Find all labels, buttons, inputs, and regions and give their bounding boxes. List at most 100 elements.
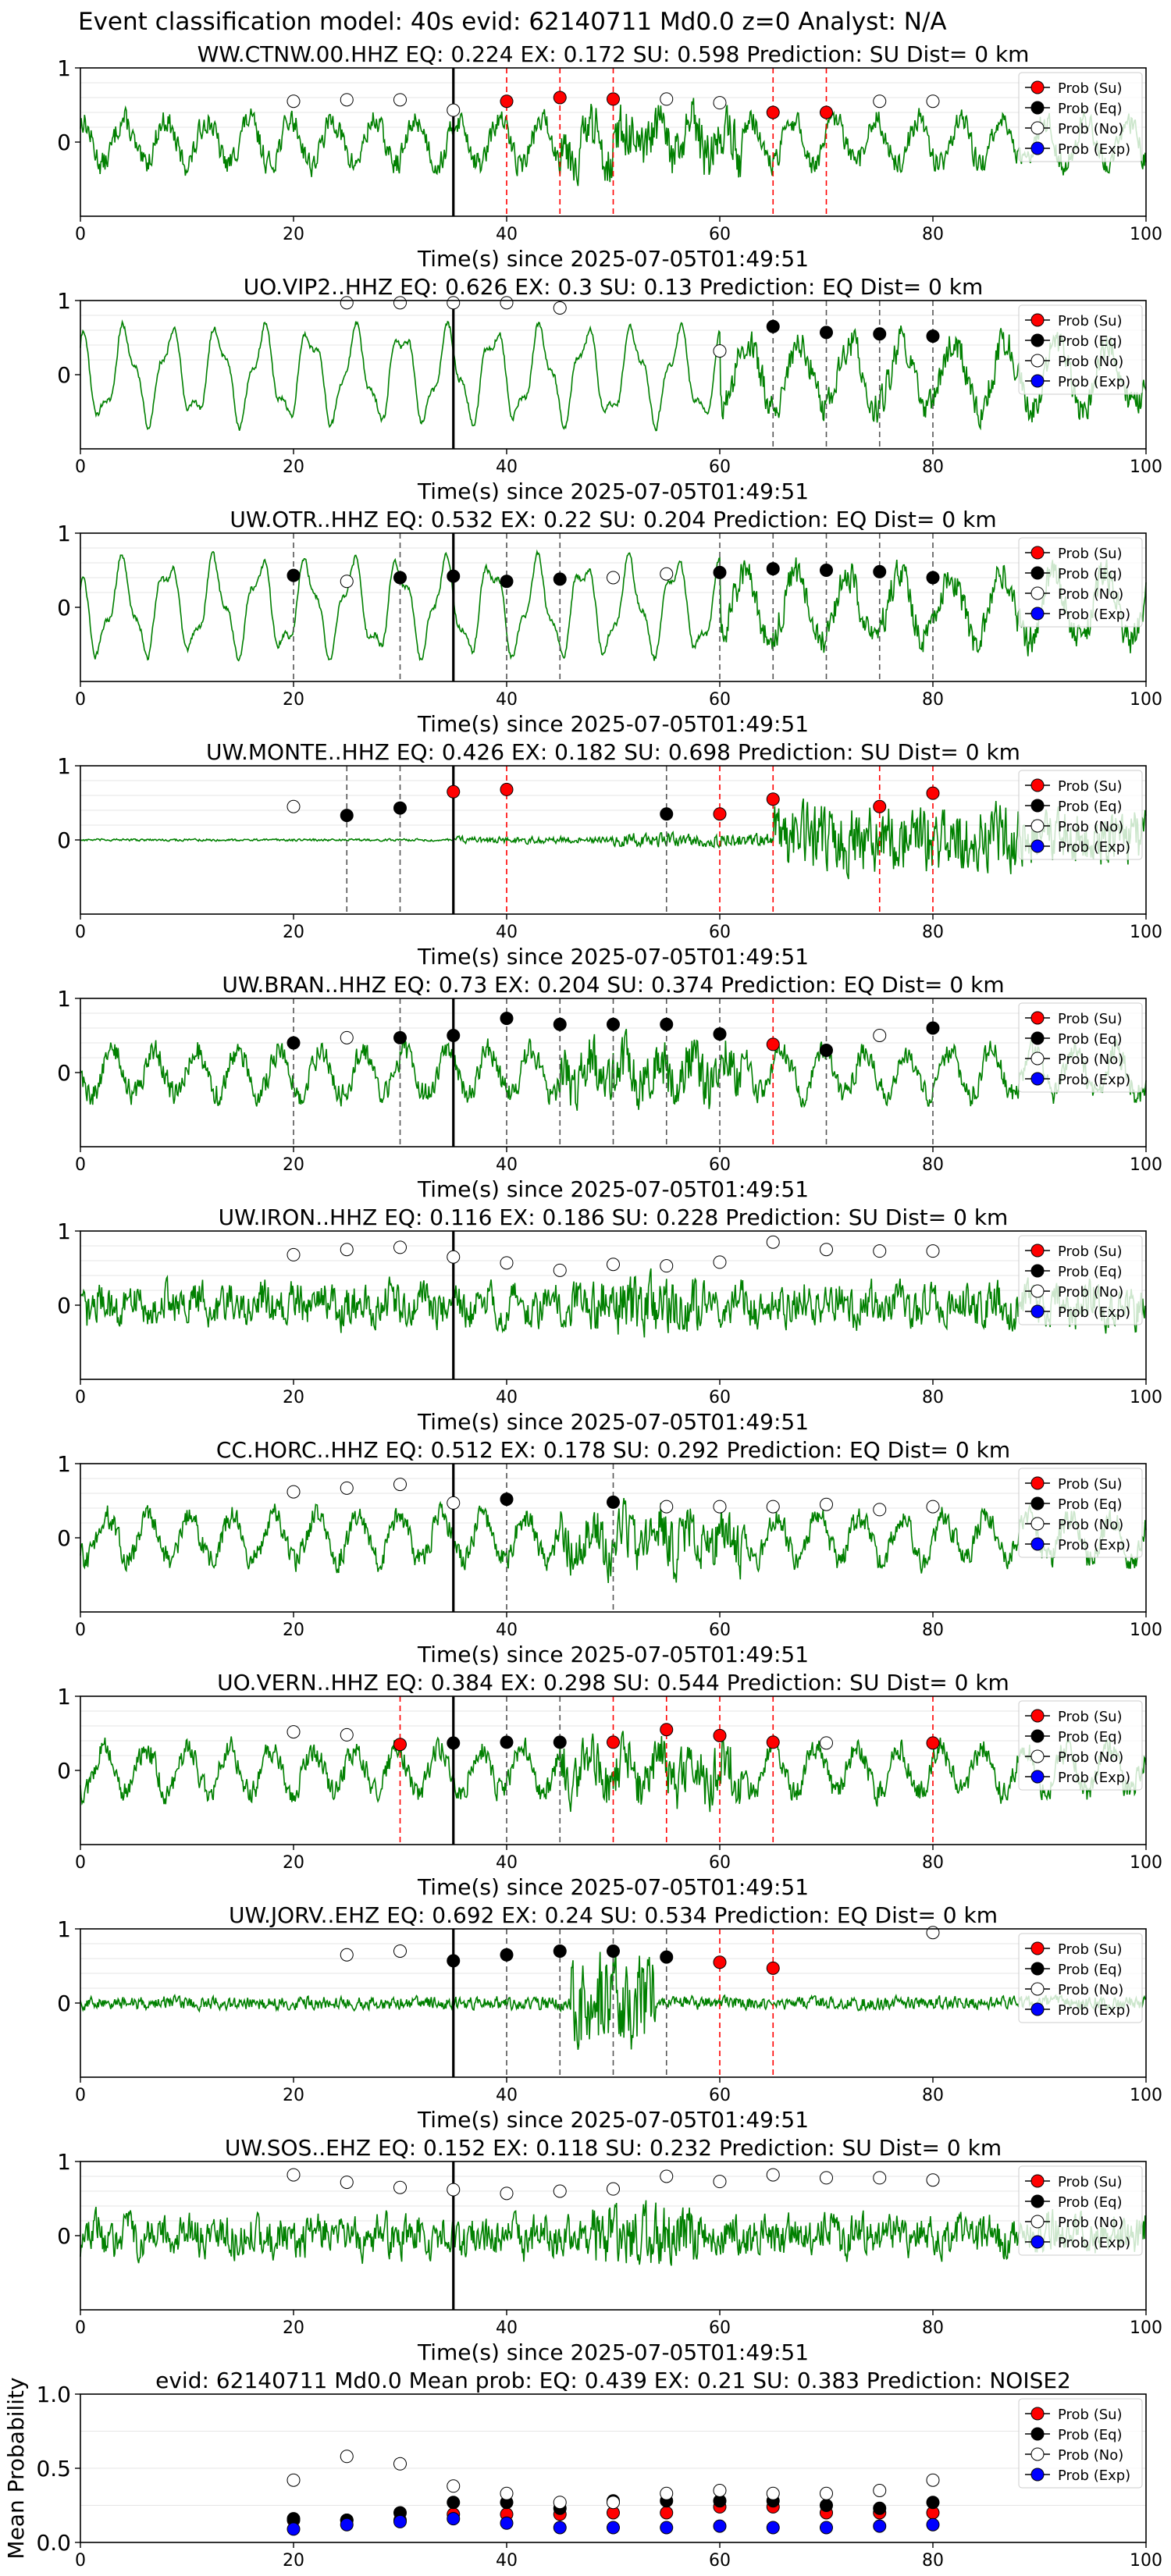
waveform-trace: [80, 2200, 1147, 2266]
x-tick-label: 80: [922, 690, 944, 710]
x-tick-label: 60: [709, 2086, 731, 2105]
legend-marker-no: [1030, 354, 1045, 368]
legend-label: Prob (No): [1058, 1749, 1123, 1766]
legend-marker-no: [1030, 2447, 1045, 2461]
prob-point-su: [713, 1955, 727, 1969]
waveform-trace: [80, 1497, 1147, 1583]
legend-marker-exp: [1030, 1072, 1045, 1086]
waveform-trace: [80, 1268, 1147, 1338]
prob-point-su: [713, 1728, 727, 1742]
prob-point-no: [500, 2186, 514, 2201]
waveform-trace: [80, 1731, 1147, 1813]
legend-label: Prob (No): [1058, 1284, 1123, 1300]
legend-label: Prob (Eq): [1058, 1496, 1123, 1513]
panel-title: UO.VIP2..HHZ EQ: 0.626 EX: 0.3 SU: 0.13 …: [244, 274, 984, 300]
legend-marker-su: [1030, 80, 1045, 94]
legend-label: Prob (Su): [1058, 1941, 1123, 1958]
y-tick-label: 1: [57, 1219, 71, 1244]
prob-point-no: [713, 96, 727, 110]
prob-point-no: [873, 2171, 887, 2185]
prob-point-no: [553, 1263, 567, 1277]
prob-point-no: [340, 1727, 354, 1742]
prob-point-no: [660, 567, 674, 581]
prob-point-su: [393, 1738, 407, 1752]
legend-label: Prob (Su): [1058, 80, 1123, 97]
legend-marker-eq: [1030, 333, 1045, 347]
x-tick-label: 100: [1130, 1155, 1162, 1175]
prob-point-no: [820, 1497, 833, 1511]
prob-point-eq: [447, 1954, 461, 1968]
prob-point-su: [766, 1735, 780, 1749]
legend-box: [1018, 72, 1143, 162]
mean-prob-point-exp: [926, 2517, 940, 2532]
prob-point-no: [393, 1240, 407, 1254]
mean-prob-point-exp: [713, 2519, 727, 2533]
legend-label: Prob (No): [1058, 1982, 1123, 1998]
waveform-trace: [80, 1028, 1147, 1112]
legend-marker-su: [1030, 1244, 1045, 1258]
prob-point-eq: [607, 1017, 620, 1031]
mean-prob-point-exp: [393, 2514, 407, 2528]
y-tick-label: 0: [57, 2223, 71, 2249]
legend-marker-no: [1030, 1051, 1045, 1066]
legend-label: Prob (Exp): [1058, 374, 1130, 390]
y-tick-label: 1: [57, 55, 71, 81]
x-tick-label: 80: [922, 1388, 944, 1407]
prob-point-no: [340, 1948, 354, 1962]
mean-prob-point-su: [660, 2506, 674, 2520]
legend-label: Prob (Su): [1058, 2174, 1123, 2190]
y-tick-label: 1: [57, 1451, 71, 1477]
prob-point-eq: [766, 562, 780, 576]
prob-point-no: [393, 296, 407, 310]
prob-point-no: [447, 103, 461, 117]
prob-point-eq: [287, 1036, 301, 1050]
x-tick-label: 0: [75, 690, 86, 710]
prob-point-no: [713, 2175, 727, 2189]
prob-point-su: [447, 785, 461, 799]
x-tick-label: 0: [75, 225, 86, 244]
legend-marker-eq: [1030, 1962, 1045, 1976]
mean-prob-point-no: [340, 2450, 354, 2464]
prob-point-eq: [393, 801, 407, 815]
x-tick-label: 60: [709, 1388, 731, 1407]
x-tick-label: 80: [922, 457, 944, 477]
x-tick-label: 60: [709, 1155, 731, 1175]
x-tick-label: 100: [1130, 1621, 1162, 1640]
y-tick-label: 1: [57, 753, 71, 779]
panel-title: CC.HORC..HHZ EQ: 0.512 EX: 0.178 SU: 0.2…: [216, 1437, 1010, 1463]
legend-marker-su: [1030, 2174, 1045, 2188]
x-tick-label: 80: [922, 1853, 944, 1873]
prob-point-no: [340, 296, 354, 310]
x-tick-label: 40: [496, 2318, 518, 2338]
legend-box: [1018, 1002, 1143, 1093]
legend-label: Prob (No): [1058, 2215, 1123, 2231]
prob-point-eq: [447, 1029, 461, 1042]
panel-title: UW.JORV..EHZ EQ: 0.692 EX: 0.24 SU: 0.53…: [229, 1902, 998, 1928]
legend-label: Prob (Exp): [1058, 1770, 1130, 1786]
mean-prob-point-no: [500, 2486, 514, 2500]
y-axis-label: Mean Probability: [3, 2377, 29, 2559]
prob-point-eq: [287, 568, 301, 582]
x-axis-label: Time(s) since 2025-07-05T01:49:51: [417, 2339, 809, 2365]
x-tick-label: 100: [1130, 690, 1162, 710]
y-tick-label: 0: [57, 362, 71, 388]
prob-point-no: [713, 1500, 727, 1514]
y-tick-label: 1: [57, 1916, 71, 1942]
legend-box: [1018, 1468, 1143, 1558]
x-tick-label: 80: [922, 2551, 944, 2571]
panel-title: UW.BRAN..HHZ EQ: 0.73 EX: 0.204 SU: 0.37…: [222, 972, 1004, 998]
legend-marker-exp: [1030, 2235, 1045, 2249]
prob-point-no: [926, 1926, 940, 1940]
mean-prob-point-eq: [926, 2496, 940, 2510]
panel-title: WW.CTNW.00.HHZ EQ: 0.224 EX: 0.172 SU: 0…: [198, 41, 1030, 67]
legend-label: Prob (Exp): [1058, 1072, 1130, 1088]
legend-label: Prob (No): [1058, 121, 1123, 137]
prob-point-no: [447, 1496, 461, 1510]
prob-point-no: [766, 1500, 780, 1514]
prob-point-su: [660, 1723, 674, 1737]
mean-prob-point-no: [553, 2496, 567, 2510]
prob-point-eq: [873, 327, 887, 341]
x-tick-label: 40: [496, 2551, 518, 2571]
legend-label: Prob (Eq): [1058, 101, 1123, 117]
legend-label: Prob (No): [1058, 1517, 1123, 1533]
